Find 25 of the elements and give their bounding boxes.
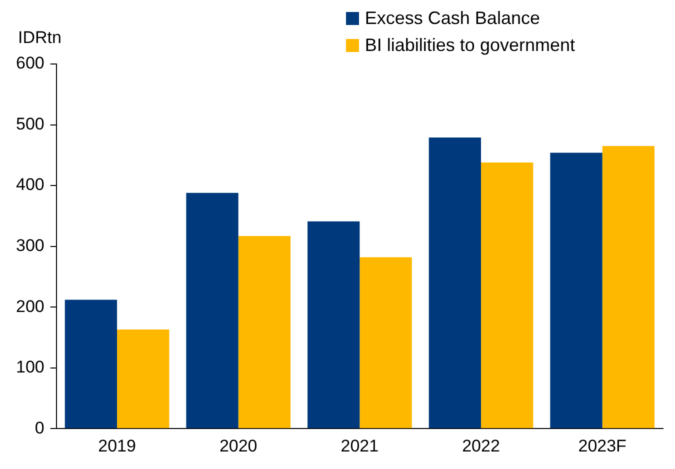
y-tick-label: 400 (16, 175, 44, 194)
bar (238, 236, 291, 428)
y-axis-title: IDRtn (18, 28, 62, 48)
bar (360, 257, 412, 428)
bar (186, 192, 238, 428)
y-tick-label: 200 (16, 296, 44, 316)
bar (481, 162, 534, 428)
bar (117, 330, 170, 428)
legend-label: BI liabilities to government (364, 35, 575, 56)
bar (550, 152, 602, 428)
bar (428, 138, 482, 428)
x-tick-label: 2022 (462, 436, 500, 456)
x-tick-label: 2019 (98, 436, 136, 456)
bar (602, 146, 655, 428)
x-tick-label: 2020 (219, 436, 258, 456)
x-tick-label: 2023F (578, 436, 626, 456)
y-tick-label: 600 (16, 54, 44, 73)
x-tick-label: 2021 (340, 436, 379, 456)
y-tick-label: 500 (16, 114, 44, 134)
bar (308, 221, 360, 428)
y-tick-label: 300 (16, 236, 44, 255)
y-tick-label: 0 (34, 418, 44, 438)
bar (64, 300, 118, 428)
legend-label: Excess Cash Balance (364, 8, 540, 29)
y-tick-label: 100 (16, 358, 44, 377)
